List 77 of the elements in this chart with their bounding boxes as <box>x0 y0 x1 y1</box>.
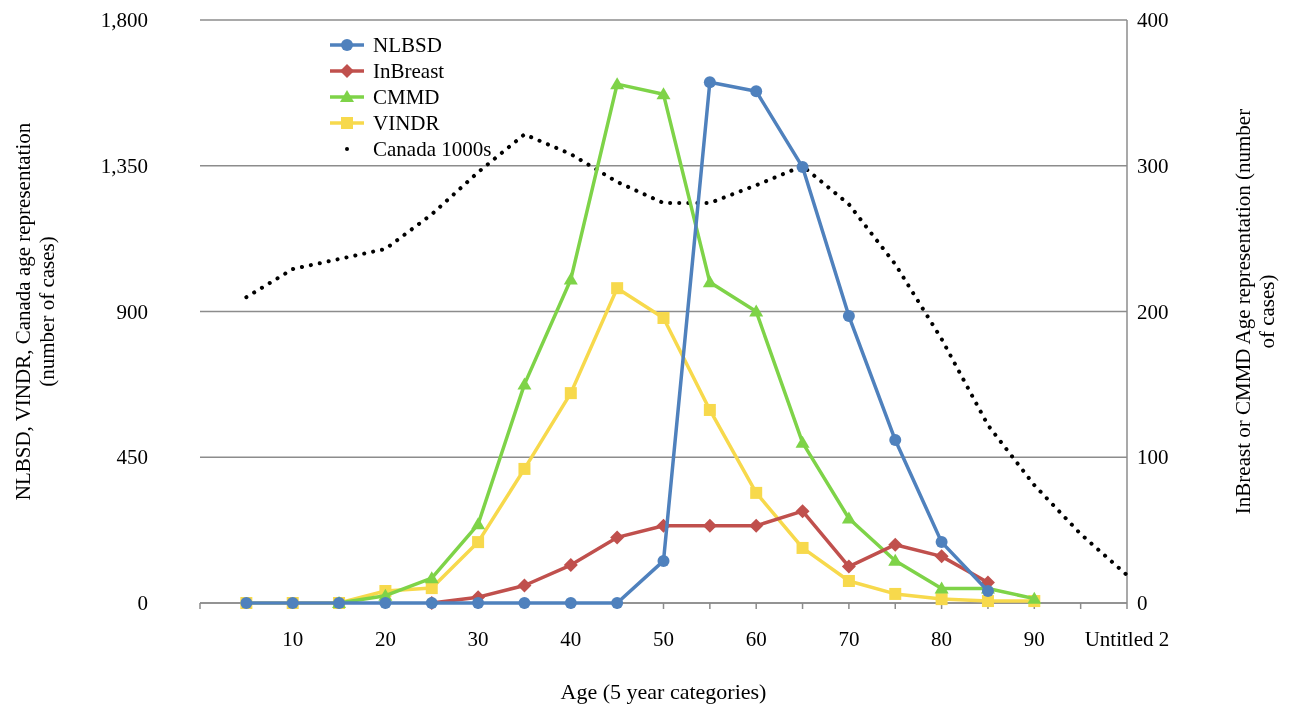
x-tick-label: 10 <box>282 627 304 651</box>
series-label: Canada 1000s <box>373 137 492 161</box>
point <box>934 549 949 564</box>
point <box>563 272 578 285</box>
point <box>703 76 716 89</box>
point <box>841 559 856 574</box>
x-axis-title: Age (5 year categories) <box>560 679 767 704</box>
point <box>888 537 903 552</box>
point <box>888 553 903 566</box>
point <box>703 403 716 416</box>
y2-tick-label: 300 <box>1137 153 1169 178</box>
point <box>610 77 625 90</box>
y2-tick-label: 200 <box>1137 299 1169 324</box>
y-axis-title: NLBSD, VINDR, Canada age representation (number of cases) <box>11 122 59 501</box>
x-tick-label: 70 <box>838 627 860 651</box>
legend-label: InBreast <box>373 59 445 83</box>
point <box>379 597 392 609</box>
point <box>472 536 485 549</box>
point <box>935 536 948 549</box>
point <box>702 275 717 288</box>
x-tick-label: 30 <box>467 627 489 651</box>
point <box>517 578 532 593</box>
x-tick-label: 80 <box>931 627 953 651</box>
x-tick-label: 60 <box>745 627 767 651</box>
y-tick-label: 1,350 <box>100 153 148 178</box>
point <box>750 85 763 98</box>
point <box>842 574 855 587</box>
line-series <box>244 132 1129 578</box>
point <box>472 597 485 609</box>
point <box>657 311 670 324</box>
point <box>842 310 855 323</box>
legend-label: NLBSD <box>373 33 442 57</box>
point <box>424 571 439 584</box>
point <box>657 554 670 567</box>
y-tick-label: 450 <box>116 445 148 470</box>
y2-tick-label: 0 <box>1137 591 1148 615</box>
point <box>518 597 531 609</box>
point <box>1027 591 1042 604</box>
point <box>611 597 624 609</box>
point <box>564 387 577 400</box>
y2-tick-label: 400 <box>1137 8 1169 32</box>
point <box>841 511 856 524</box>
point <box>611 282 624 295</box>
point <box>471 517 486 530</box>
point <box>796 541 809 554</box>
point <box>518 462 531 475</box>
point <box>749 518 764 533</box>
point <box>935 593 948 606</box>
point <box>564 597 577 609</box>
y2-axis-title: InBreast or CMMD Age representation (number of cases) <box>1231 108 1279 515</box>
x-tick-label: 50 <box>653 627 674 651</box>
point <box>796 161 809 174</box>
point <box>981 585 994 598</box>
point <box>656 87 671 100</box>
point <box>795 504 810 519</box>
point <box>750 486 763 499</box>
point <box>563 558 578 573</box>
point <box>749 304 764 317</box>
x-tick-label: 20 <box>374 627 396 651</box>
point <box>425 582 438 595</box>
y-tick-label: 900 <box>116 299 148 324</box>
point <box>795 435 810 448</box>
x-tick-label: Untitled 2 <box>1084 627 1170 651</box>
legend-label: VINDR <box>373 111 440 135</box>
point <box>610 530 625 545</box>
point <box>934 581 949 594</box>
y-tick-label: 1,800 <box>100 8 148 32</box>
point <box>517 377 532 390</box>
point <box>981 595 994 608</box>
y2-tick-label: 100 <box>1137 445 1169 470</box>
point <box>889 587 902 600</box>
point <box>889 434 902 447</box>
point <box>702 518 717 533</box>
x-tick-label: 40 <box>560 627 582 651</box>
y-tick-label: 0 <box>137 591 148 615</box>
x-tick-label: 90 <box>1023 627 1045 651</box>
legend-label: CMMD <box>373 85 440 109</box>
